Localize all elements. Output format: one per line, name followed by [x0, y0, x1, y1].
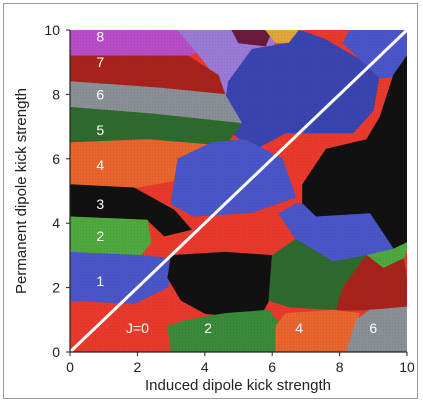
axes-layer: [66, 29, 408, 356]
region-label-2: 4: [295, 320, 303, 336]
region-label-6: 3: [96, 196, 104, 212]
y-tick-labels: 0 2 4 6 8 10: [44, 22, 60, 360]
x-tick-label-3: 6: [268, 359, 276, 375]
y-tick-label-5: 10: [44, 22, 60, 38]
figure-frame: J=0 2 4 6 1 2 3 4 5 6 7 8 0 2 4 6 8 10 0 2 4 6 8 10 Induced d…: [3, 3, 418, 399]
x-tick-labels: 0 2 4 6 8 10: [66, 359, 415, 375]
region-label-9: 6: [96, 86, 104, 102]
y-tick-label-2: 4: [52, 215, 60, 231]
region-label-5: 2: [96, 228, 104, 244]
region-label-7: 4: [96, 157, 104, 173]
phase-diagram-chart: J=0 2 4 6 1 2 3 4 5 6 7 8 0 2 4 6 8 10 0 2 4 6 8 10 Induced d…: [13, 22, 415, 394]
y-tick-label-1: 2: [52, 280, 60, 296]
x-tick-label-4: 8: [336, 359, 344, 375]
y-tick-label-0: 0: [52, 344, 60, 360]
region-label-10: 7: [96, 54, 104, 70]
y-tick-label-3: 6: [52, 151, 60, 167]
x-tick-label-1: 2: [134, 359, 142, 375]
y-tick-label-4: 8: [52, 86, 60, 102]
region-label-1: 2: [204, 320, 212, 336]
x-tick-label-2: 4: [201, 359, 209, 375]
x-tick-label-5: 10: [399, 359, 415, 375]
region-label-8: 5: [96, 122, 104, 138]
x-tick-label-0: 0: [66, 359, 74, 375]
region-label-11: 8: [96, 28, 104, 44]
x-axis-label: Induced dipole kick strength: [145, 377, 331, 394]
diagonal-line: [68, 28, 409, 354]
region-label-4: 1: [96, 273, 104, 289]
y-axis-label: Permanent dipole kick strength: [13, 88, 30, 294]
region-label-3: 6: [369, 320, 377, 336]
region-label-0: J=0: [126, 320, 149, 336]
region-labels-layer: J=0 2 4 6 1 2 3 4 5 6 7 8: [96, 28, 377, 335]
